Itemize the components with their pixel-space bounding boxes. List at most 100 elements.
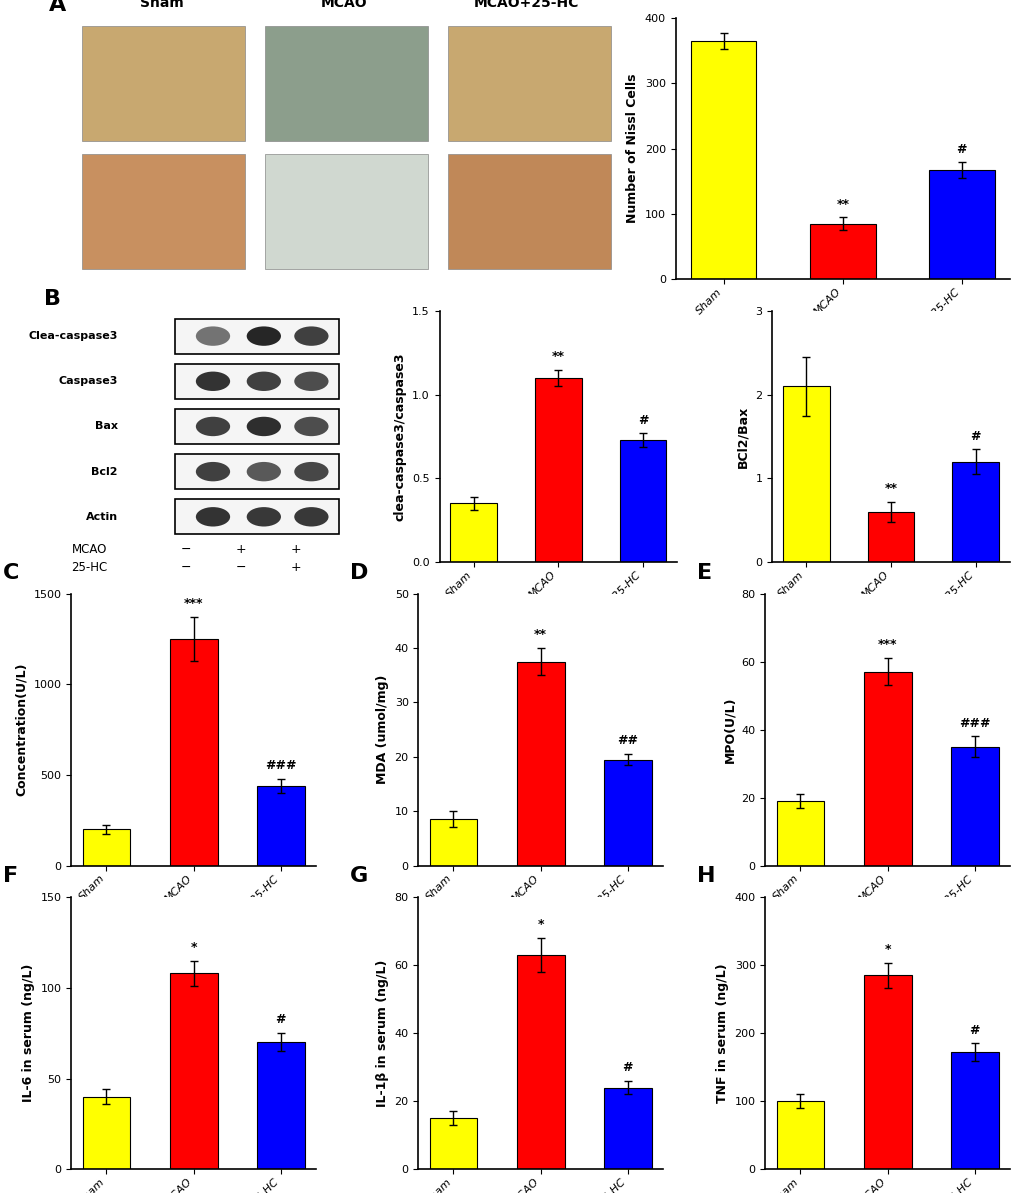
Bar: [83, 829, 130, 866]
Bar: [175, 499, 339, 534]
Text: C: C: [3, 563, 19, 583]
Y-axis label: Concentration(U/L): Concentration(U/L): [15, 663, 29, 797]
Text: H: H: [696, 866, 714, 886]
Bar: [775, 801, 823, 866]
Y-axis label: Number of Nissl Cells: Number of Nissl Cells: [626, 74, 639, 223]
Text: Sham: Sham: [141, 0, 184, 10]
Ellipse shape: [196, 371, 230, 391]
Ellipse shape: [247, 462, 280, 481]
Bar: [175, 319, 339, 353]
Text: MCAO+25-HC: MCAO+25-HC: [473, 0, 578, 10]
Text: −: −: [180, 561, 192, 574]
Y-axis label: IL-1β in serum (ng/L): IL-1β in serum (ng/L): [376, 959, 388, 1107]
Bar: [952, 462, 998, 562]
Ellipse shape: [247, 371, 280, 391]
Text: 25-HC: 25-HC: [71, 561, 108, 574]
Text: B: B: [44, 289, 61, 309]
Bar: [175, 455, 339, 489]
Bar: [950, 1052, 998, 1169]
Bar: [169, 973, 217, 1169]
Y-axis label: MPO(U/L): MPO(U/L): [722, 697, 736, 762]
Bar: [265, 26, 428, 141]
Ellipse shape: [293, 371, 328, 391]
Text: +: +: [290, 543, 301, 556]
Text: *: *: [537, 919, 543, 932]
Bar: [928, 171, 994, 279]
Bar: [775, 1101, 823, 1169]
Bar: [620, 440, 665, 562]
Text: ***: ***: [877, 638, 897, 651]
Bar: [448, 26, 610, 141]
Bar: [517, 662, 564, 866]
Text: #: #: [637, 414, 648, 427]
Bar: [265, 154, 428, 268]
Text: Bax: Bax: [95, 421, 118, 432]
Ellipse shape: [196, 327, 230, 346]
Ellipse shape: [196, 416, 230, 437]
Text: F: F: [3, 866, 18, 886]
Text: **: **: [534, 629, 546, 642]
Text: ##: ##: [616, 735, 638, 747]
Y-axis label: TNF in serum (ng/L): TNF in serum (ng/L): [715, 964, 729, 1104]
Ellipse shape: [247, 416, 280, 437]
Bar: [429, 1118, 477, 1169]
Bar: [450, 503, 496, 562]
Text: MCAO: MCAO: [321, 0, 367, 10]
Text: +: +: [290, 561, 301, 574]
Text: A: A: [49, 0, 66, 16]
Text: ###: ###: [265, 759, 297, 772]
Bar: [517, 956, 564, 1169]
Ellipse shape: [293, 416, 328, 437]
Bar: [867, 512, 913, 562]
Text: −: −: [235, 561, 246, 574]
Text: **: **: [836, 198, 849, 211]
Y-axis label: MDA (umol/mg): MDA (umol/mg): [376, 675, 388, 784]
Bar: [603, 760, 651, 866]
Text: **: **: [551, 351, 565, 364]
Text: #: #: [622, 1061, 633, 1074]
Bar: [535, 378, 581, 562]
Bar: [603, 1088, 651, 1169]
Ellipse shape: [247, 327, 280, 346]
Bar: [448, 154, 610, 268]
Bar: [83, 154, 245, 268]
Bar: [863, 672, 911, 866]
Text: Clea-caspase3: Clea-caspase3: [29, 332, 118, 341]
Text: +: +: [235, 543, 246, 556]
Ellipse shape: [293, 507, 328, 526]
Text: Caspase3: Caspase3: [58, 376, 118, 387]
Bar: [257, 786, 305, 866]
Bar: [950, 747, 998, 866]
Ellipse shape: [293, 327, 328, 346]
Y-axis label: IL-6 in serum (ng/L): IL-6 in serum (ng/L): [22, 964, 35, 1102]
Text: *: *: [191, 941, 197, 954]
Text: #: #: [969, 429, 980, 443]
Text: Actin: Actin: [86, 512, 118, 521]
Bar: [169, 639, 217, 866]
Bar: [429, 820, 477, 866]
Ellipse shape: [196, 462, 230, 481]
Text: #: #: [956, 143, 966, 156]
Bar: [83, 26, 245, 141]
Text: *: *: [883, 944, 890, 957]
Bar: [690, 41, 756, 279]
Text: ###: ###: [958, 717, 989, 730]
Text: #: #: [275, 1013, 285, 1026]
Bar: [783, 387, 828, 562]
Ellipse shape: [247, 507, 280, 526]
Text: ***: ***: [183, 598, 203, 611]
Text: **: **: [883, 482, 897, 495]
Text: D: D: [350, 563, 368, 583]
Bar: [175, 364, 339, 398]
Bar: [257, 1043, 305, 1169]
Text: G: G: [350, 866, 368, 886]
Text: MCAO: MCAO: [71, 543, 107, 556]
Text: #: #: [968, 1024, 979, 1037]
Ellipse shape: [196, 507, 230, 526]
Y-axis label: BCl2/Bax: BCl2/Bax: [736, 406, 749, 468]
Bar: [83, 1096, 130, 1169]
Ellipse shape: [293, 462, 328, 481]
Y-axis label: clea-caspase3/caspase3: clea-caspase3/caspase3: [393, 352, 407, 521]
Bar: [175, 409, 339, 444]
Text: Bcl2: Bcl2: [92, 466, 118, 477]
